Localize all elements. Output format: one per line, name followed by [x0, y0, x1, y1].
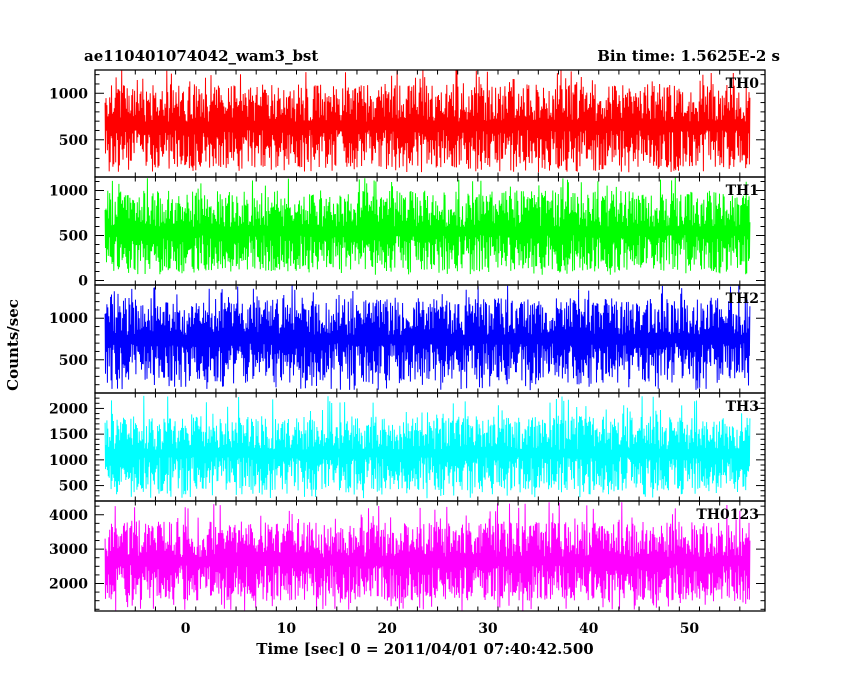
y-tick-label-th0: 500: [59, 133, 88, 149]
y-tick-label-th3: 2000: [49, 401, 88, 417]
y-tick-label-th3: 500: [59, 479, 88, 495]
frames-layer: [94, 69, 766, 612]
y-axis-title: Counts/sec: [4, 299, 22, 391]
y-tick-label-th1: 500: [59, 229, 88, 245]
panel-label-th3: TH3: [726, 399, 759, 415]
series-th2-trace: [104, 285, 751, 391]
panel-label-th0: TH0: [726, 76, 760, 92]
series-th0-trace: [104, 69, 751, 173]
panel-th0123-frame: [94, 500, 766, 612]
y-tick-label-th1: 0: [78, 274, 88, 290]
panel-label-th1: TH1: [726, 183, 759, 199]
x-axis-title: Time [sec] 0 = 2011/04/01 07:40:42.500: [256, 640, 593, 658]
x-tick-label: 20: [377, 621, 397, 637]
x-tick-label: 30: [478, 621, 498, 637]
y-tick-label-th3: 1500: [49, 427, 88, 443]
chart-title: ae110401074042_wam3_bst: [84, 47, 318, 65]
x-tick-label: 40: [579, 621, 599, 637]
curves-layer: [104, 69, 751, 612]
y-tick-label-th0: 1000: [49, 86, 88, 102]
x-tick-label: 0: [181, 621, 191, 637]
series-th0123-trace: [104, 502, 751, 612]
x-tick-label: 50: [680, 621, 700, 637]
series-th3-trace: [104, 395, 751, 499]
y-tick-label-th0123: 4000: [49, 508, 88, 524]
series-th1-trace: [104, 177, 751, 275]
y-tick-label-th2: 500: [59, 353, 88, 369]
y-tick-label-th0123: 2000: [49, 577, 88, 593]
y-tick-label-th3: 1000: [49, 453, 88, 469]
panel-label-th2: TH2: [726, 291, 759, 307]
panel-label-th0123: TH0123: [696, 507, 759, 523]
y-tick-label-th0123: 3000: [49, 542, 88, 558]
y-tick-label-th2: 1000: [49, 311, 88, 327]
x-tick-label: 10: [277, 621, 297, 637]
y-tick-label-th1: 1000: [49, 184, 88, 200]
bin-time-label: Bin time: 1.5625E-2 s: [597, 47, 780, 65]
